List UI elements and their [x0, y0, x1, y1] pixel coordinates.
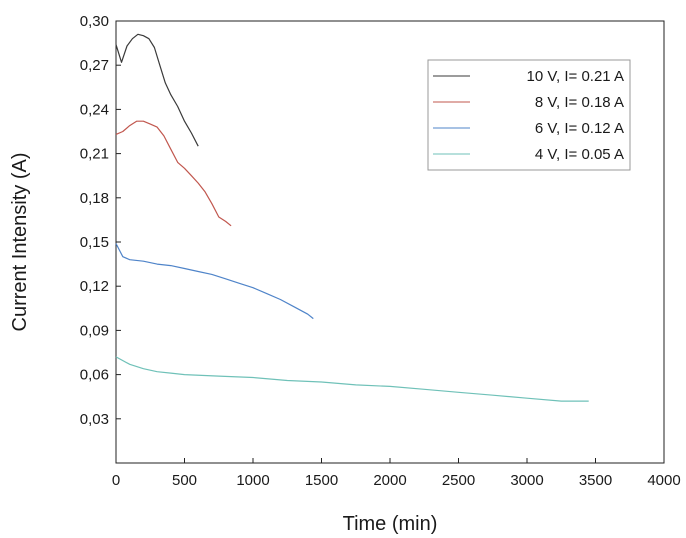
- y-tick-label: 0,06: [80, 367, 109, 384]
- y-tick-label: 0,18: [80, 190, 109, 207]
- y-tick-label: 0,27: [80, 57, 109, 74]
- series-line-6v: [115, 243, 314, 320]
- x-tick-label: 2500: [442, 472, 475, 489]
- legend: 10 V, I= 0.21 A 8 V, I= 0.18 A 6 V, I= 0…: [427, 59, 631, 171]
- x-tick-label: 1500: [305, 472, 338, 489]
- legend-label-6v: 6 V, I= 0.12 A: [535, 120, 624, 137]
- x-tick-label: 500: [172, 472, 197, 489]
- legend-label-10v: 10 V, I= 0.21 A: [527, 68, 624, 85]
- y-axis-ticks: 0,03 0,06 0,09 0,12 0,15 0,18 0,21 0,24 0,27 0,30: [80, 13, 121, 428]
- legend-label-8v: 8 V, I= 0.18 A: [535, 94, 624, 111]
- legend-box: [427, 59, 631, 171]
- y-axis-title: Current Intensity (A): [9, 153, 31, 332]
- x-tick-label: 1000: [236, 472, 269, 489]
- x-tick-label: 4000: [647, 472, 680, 489]
- y-tick-label: 0,15: [80, 234, 109, 251]
- y-tick-label: 0,21: [80, 146, 109, 163]
- x-tick-label: 3000: [510, 472, 543, 489]
- x-tick-label: 2000: [373, 472, 406, 489]
- series-line-4v: [115, 356, 589, 402]
- series-lines: [115, 33, 589, 402]
- x-tick-label: 0: [112, 472, 120, 489]
- y-tick-label: 0,09: [80, 322, 109, 339]
- y-tick-label: 0,03: [80, 411, 109, 428]
- y-tick-label: 0,12: [80, 278, 109, 295]
- x-axis-ticks: 0 500 1000 1500 2000 2500 3000 3500 4000: [112, 458, 681, 489]
- y-tick-label: 0,30: [80, 13, 109, 30]
- y-tick-label: 0,24: [80, 101, 109, 118]
- x-axis-title: Time (min): [343, 513, 438, 535]
- x-tick-label: 3500: [579, 472, 612, 489]
- legend-label-4v: 4 V, I= 0.05 A: [535, 146, 624, 163]
- series-line-10v: [115, 33, 199, 147]
- series-line-8v: [115, 120, 232, 227]
